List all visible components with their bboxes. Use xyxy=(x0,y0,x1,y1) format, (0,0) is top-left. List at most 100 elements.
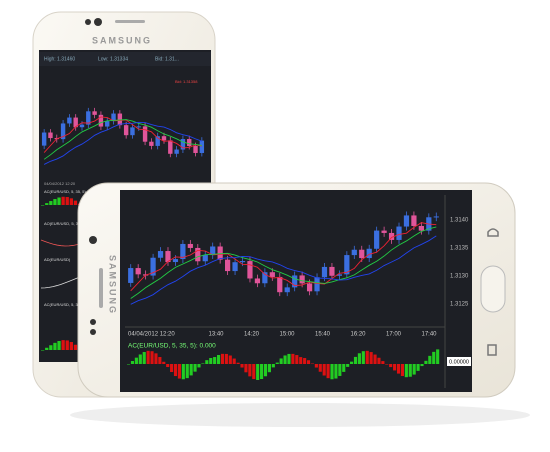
histogram-bar xyxy=(350,361,354,364)
home-button[interactable] xyxy=(480,265,506,313)
panel-label: AD(EUR/USD) xyxy=(44,257,71,262)
candle xyxy=(433,216,439,218)
candle xyxy=(351,249,357,256)
histogram-bar xyxy=(416,364,420,371)
candle xyxy=(161,136,167,141)
info-bar xyxy=(39,52,211,66)
histogram-bar xyxy=(228,355,232,364)
histogram-bar xyxy=(65,197,69,205)
candle xyxy=(314,277,320,292)
histogram-bar xyxy=(189,364,193,376)
candle xyxy=(199,140,205,153)
candle xyxy=(150,257,156,276)
histogram-bar xyxy=(69,342,73,350)
moving-average xyxy=(43,119,202,160)
bid: Bid: 1.31... xyxy=(155,56,179,62)
histogram-bar xyxy=(166,364,170,368)
candle xyxy=(381,230,387,233)
sensor xyxy=(90,329,96,335)
histogram-bar xyxy=(173,364,178,377)
candle xyxy=(374,230,380,249)
candle xyxy=(174,149,179,154)
candle xyxy=(321,266,328,278)
histogram-bar xyxy=(353,356,358,364)
histogram-bar xyxy=(73,200,78,205)
candle xyxy=(366,248,372,259)
candle xyxy=(41,132,47,146)
histogram-bar xyxy=(295,355,299,364)
menu-key[interactable] xyxy=(487,344,497,356)
time-label: 15:00 xyxy=(279,332,295,338)
candle xyxy=(105,121,110,127)
candle xyxy=(180,139,186,150)
high: High: 1.31460 xyxy=(44,56,75,62)
histogram-bar xyxy=(130,361,135,364)
price-label: 1.3135 xyxy=(450,246,469,252)
candle xyxy=(292,275,298,288)
histogram-bar xyxy=(365,350,369,364)
candle xyxy=(92,111,97,115)
histogram-bar xyxy=(146,350,150,364)
back-key[interactable] xyxy=(487,228,499,237)
histogram-bar xyxy=(318,364,322,372)
date-label: 04/04/2012 12:20 xyxy=(44,181,76,186)
histogram-bar xyxy=(306,360,311,364)
histogram-bar xyxy=(197,364,201,368)
histogram-bar xyxy=(314,364,318,368)
histogram-bar xyxy=(209,358,213,364)
candle xyxy=(180,243,186,260)
candle xyxy=(388,232,395,240)
histogram-bar xyxy=(385,364,389,365)
candle xyxy=(187,243,193,248)
histogram-bar xyxy=(408,364,412,377)
histogram-bar xyxy=(41,350,45,351)
moving-average xyxy=(130,222,437,292)
histogram-bar xyxy=(373,354,377,364)
moving-average xyxy=(130,226,437,299)
histogram-bar xyxy=(142,352,146,364)
candle xyxy=(232,262,238,272)
sensor xyxy=(90,319,96,325)
histogram-bar xyxy=(57,341,61,350)
histogram-bar xyxy=(49,201,53,205)
candle xyxy=(254,278,261,284)
candle xyxy=(187,139,192,147)
candle xyxy=(111,113,116,122)
panel-label: AO(EUR/USD, 5, 34) xyxy=(44,221,82,226)
candle xyxy=(73,117,78,128)
histogram-bar xyxy=(396,364,401,374)
low: Low: 1.31334 xyxy=(98,56,128,62)
histogram-bar xyxy=(69,198,73,205)
histogram-bar xyxy=(256,364,260,380)
histogram-bar xyxy=(361,351,365,364)
histogram-bar xyxy=(322,364,326,376)
candle xyxy=(142,126,148,142)
candle xyxy=(217,246,223,260)
shadow xyxy=(70,403,530,427)
candle xyxy=(329,266,335,276)
candle xyxy=(123,125,129,136)
histogram-bar xyxy=(420,364,424,367)
histogram-bar xyxy=(41,205,45,206)
candle xyxy=(193,146,198,153)
histogram-bar xyxy=(326,364,330,379)
candle xyxy=(418,225,424,231)
histogram-bar xyxy=(193,364,197,372)
indicator-label: AC(EUR/USD, 5, 35, 5): 0.000 xyxy=(128,343,216,350)
histogram-bar xyxy=(310,363,315,365)
histogram-bar xyxy=(275,362,279,364)
time-label: 13:40 xyxy=(208,332,224,338)
histogram-bar xyxy=(53,199,57,205)
time-label: 17:00 xyxy=(386,332,402,338)
moving-average xyxy=(43,121,203,165)
histogram-bar xyxy=(53,342,57,350)
histogram-bar xyxy=(291,353,295,364)
histogram-bar xyxy=(330,364,334,380)
price-label: 1.3130 xyxy=(450,274,469,280)
brand: SAMSUNG xyxy=(92,35,152,45)
speaker xyxy=(115,20,145,23)
histogram-bar xyxy=(342,364,346,372)
histogram-bar xyxy=(303,358,307,364)
time-label: 15:40 xyxy=(315,332,331,338)
